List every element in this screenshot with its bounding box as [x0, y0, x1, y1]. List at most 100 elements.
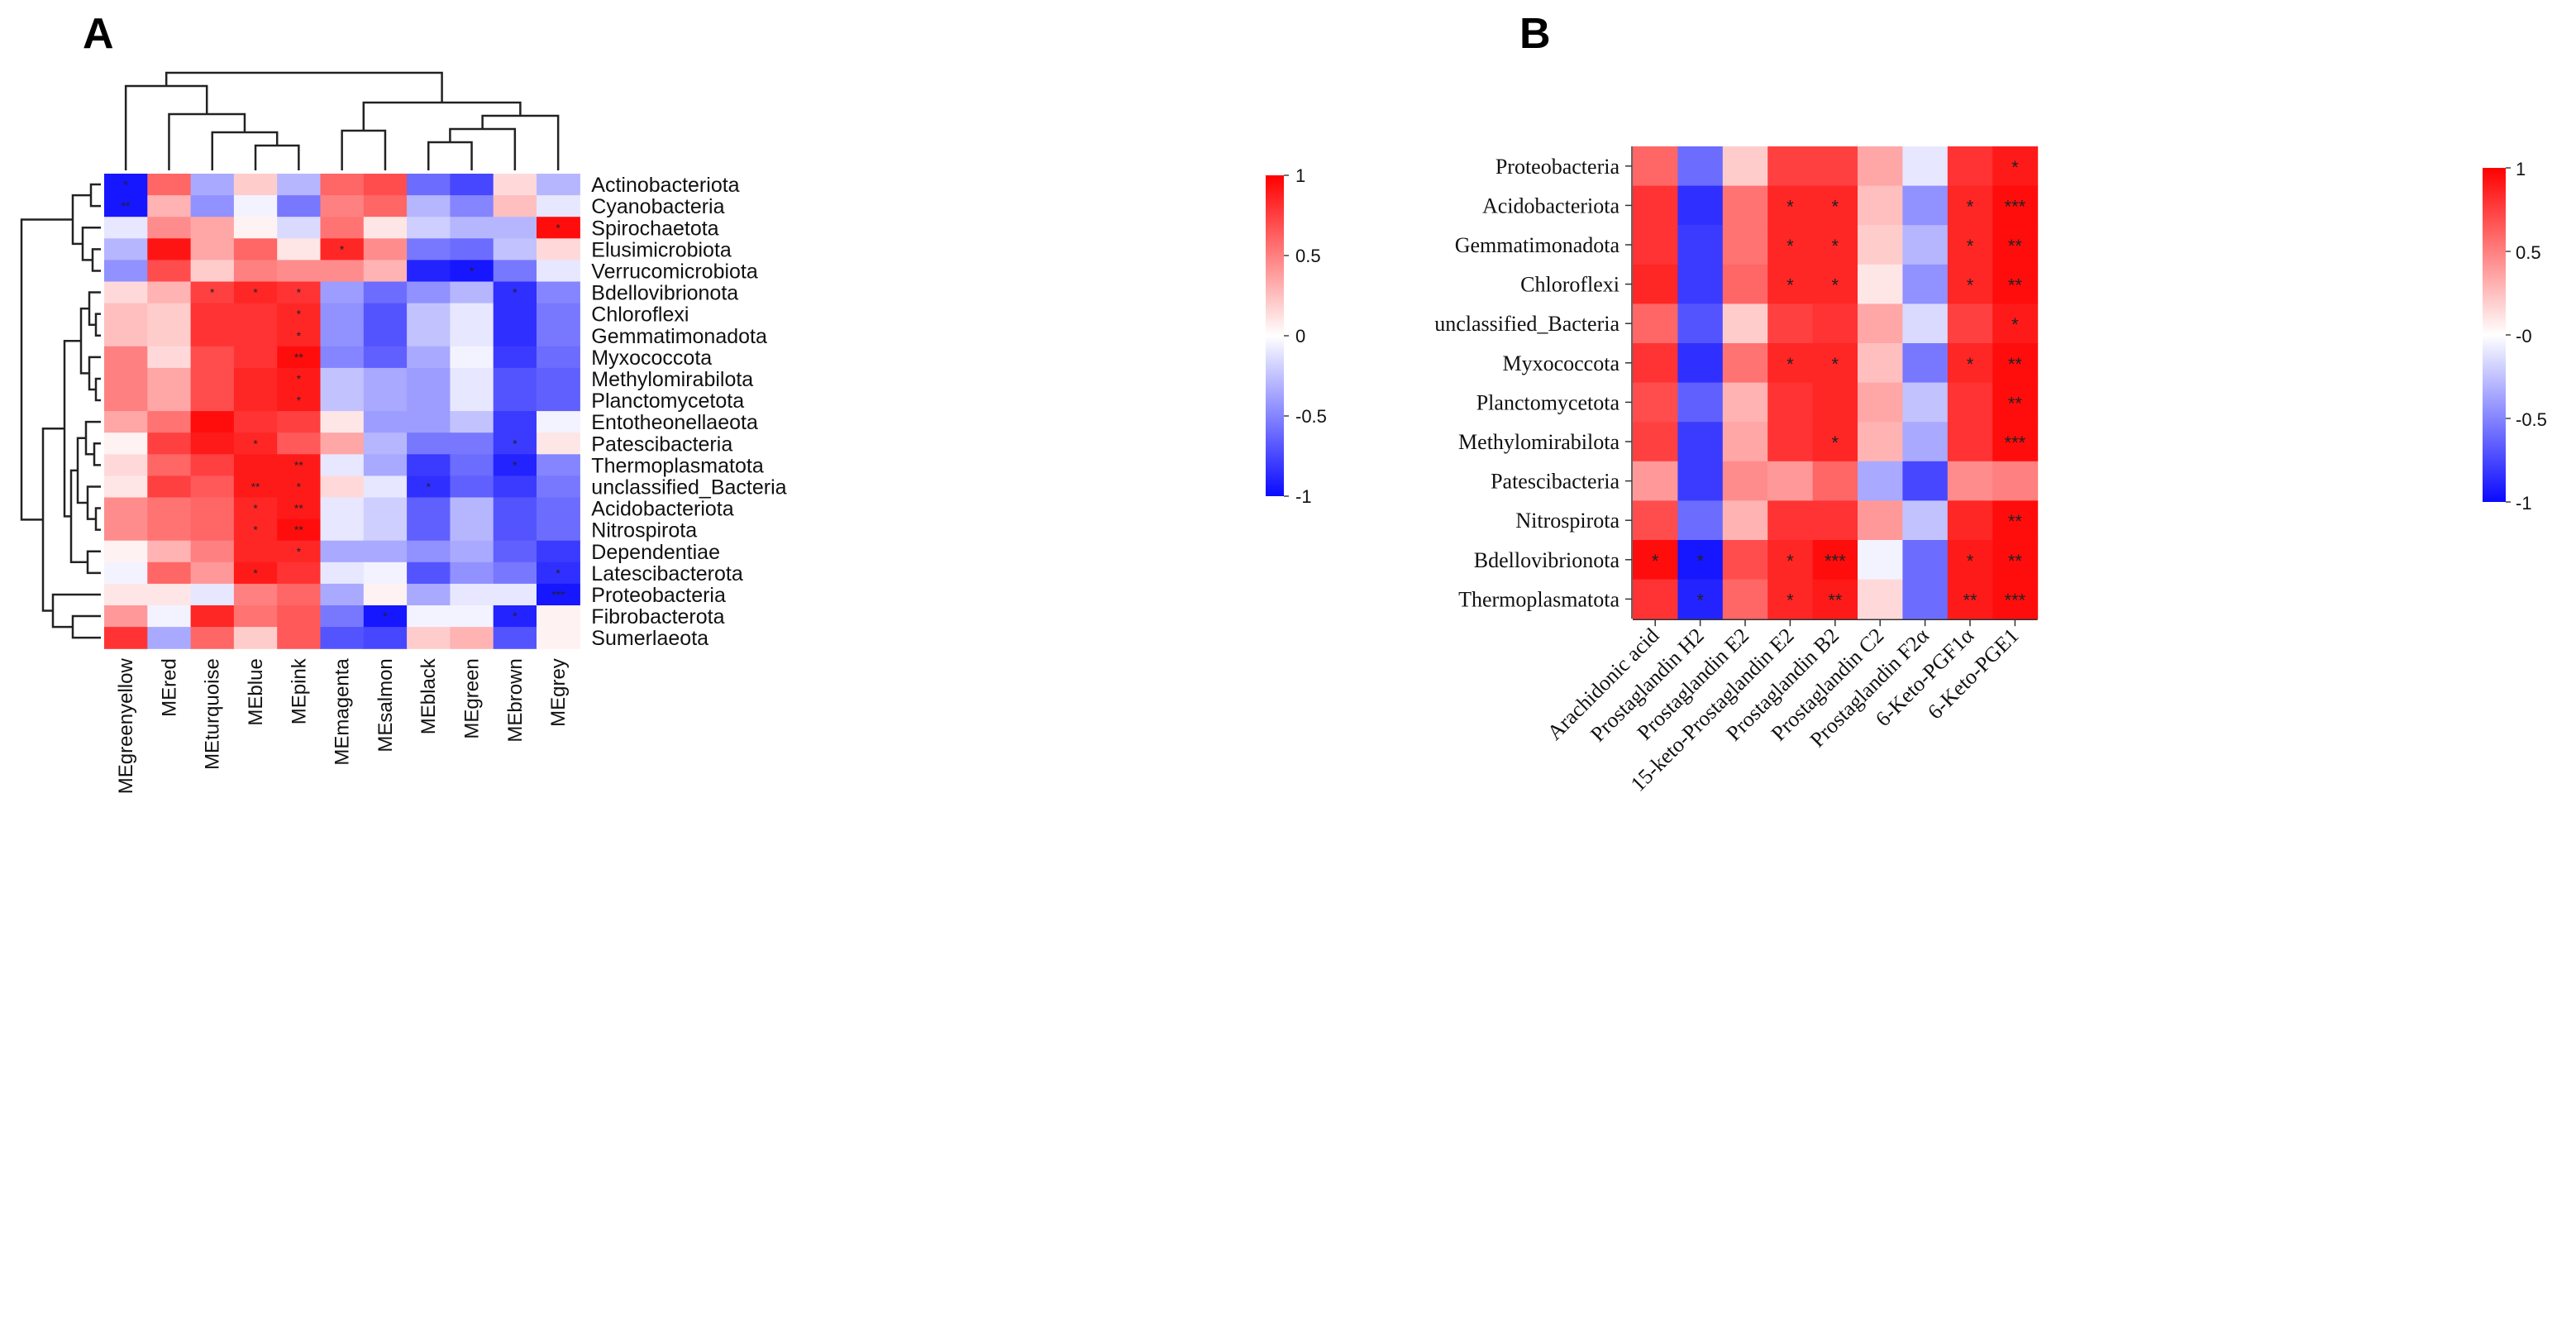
heatmap-a-cell: [407, 605, 451, 628]
heatmap-a-cell: [407, 519, 451, 542]
heatmap-b-cell: [1767, 540, 1814, 581]
heatmap-b-cell: [1767, 303, 1814, 344]
heatmap-a-cell: [363, 411, 408, 433]
heatmap-a-cell: [233, 519, 278, 542]
heatmap-a-cell: [363, 195, 408, 217]
heatmap-a-cell: [147, 605, 192, 628]
heatmap-b-significance: *: [1787, 354, 1794, 375]
dendrogram-link: [86, 550, 101, 575]
heatmap-b-significance: **: [1963, 590, 1977, 610]
heatmap-b-cell: [1633, 225, 1678, 265]
heatmap-a-cell: [233, 367, 278, 390]
heatmap-a-significance: *: [470, 264, 475, 277]
heatmap-b-cell: [1858, 146, 1903, 187]
heatmap-b-cell: [1947, 500, 1993, 541]
heatmap-b-cell: [1812, 500, 1858, 541]
heatmap-a-cell: [363, 260, 408, 283]
heatmap-a-cell: [320, 519, 365, 542]
heatmap-b-cell: [1812, 422, 1858, 462]
heatmap-a-cell: [493, 367, 537, 390]
heatmap-b-row-label: Planctomycetota: [1476, 390, 1620, 414]
heatmap-b-cell: [1677, 225, 1724, 265]
heatmap-a-cell: [320, 540, 365, 563]
heatmap-a-cell: [537, 562, 580, 585]
heatmap-b-row-label: Proteobacteria: [1496, 155, 1620, 179]
heatmap-a-significance: *: [427, 480, 432, 493]
heatmap-a-cell: [450, 476, 494, 499]
heatmap-a-significance: *: [210, 286, 215, 299]
heatmap-a-cell: [493, 260, 537, 283]
heatmap-a-significance: *: [297, 372, 302, 385]
heatmap-a-cell: [190, 540, 235, 563]
heatmap-b-cell: [1633, 422, 1678, 462]
heatmap-a-cell: [147, 174, 192, 196]
heatmap-b-significance: **: [1828, 590, 1843, 610]
heatmap-a-cell: [104, 195, 148, 217]
heatmap-a-cell: [493, 540, 537, 563]
heatmap-b-cell: [1902, 422, 1949, 462]
heatmap-a-cell: [320, 411, 365, 433]
heatmap-a-cell: [450, 238, 494, 260]
heatmap-a-cell: [493, 497, 537, 520]
heatmap-a-cell: [450, 540, 494, 563]
heatmap-a-cell: [407, 303, 451, 326]
heatmap-a-row-label: Acidobacteriota: [591, 498, 733, 521]
heatmap-a-cell: [320, 562, 365, 585]
heatmap-b-cell: [1722, 422, 1768, 462]
heatmap-a-cell: [537, 432, 580, 455]
heatmap-a-cell: [320, 324, 365, 347]
heatmap-b-row-label: Acidobacteriota: [1482, 194, 1620, 217]
heatmap-a-cell: [147, 303, 192, 326]
heatmap-b-cell: [1677, 264, 1724, 304]
heatmap-b-cell: [1633, 343, 1678, 384]
heatmap-b-row-label: unclassified_Bacteria: [1434, 312, 1620, 336]
heatmap-a-cell: [537, 303, 580, 326]
heatmap-a-cell: [537, 583, 580, 606]
heatmap-a-row-label: Sumerlaeota: [591, 627, 708, 650]
heatmap-b-significance: *: [1832, 432, 1839, 453]
colorbar-b-tick-label: -0.5: [2516, 409, 2547, 430]
heatmap-a-cell: [190, 411, 235, 433]
heatmap-a-cell: [493, 217, 537, 239]
heatmap-a-cell: [493, 454, 537, 476]
heatmap-a-cell: [407, 583, 451, 606]
heatmap-a-cell: [363, 281, 408, 304]
colorbar-b-tick-label: -1: [2516, 493, 2532, 514]
heatmap-a-cell: [104, 389, 148, 412]
heatmap-b-cell: [1767, 382, 1814, 423]
heatmap-a-cell: [277, 346, 322, 369]
heatmap-a-cell: [537, 476, 580, 499]
heatmap-a-column-label: MEgreen: [461, 658, 484, 738]
heatmap-a-row-label: Thermoplasmatota: [591, 454, 764, 477]
heatmap-a-cell: [233, 627, 278, 649]
heatmap-b-cell: [1947, 343, 1993, 384]
heatmap-b-significance: **: [2008, 236, 2023, 256]
heatmap-a-cell: [493, 174, 537, 196]
heatmap-a-cell: [407, 411, 451, 433]
panel-a-colorbar: 1 0.5 0 -0.5 -1: [1266, 165, 1327, 507]
heatmap-a-cell: [104, 519, 148, 542]
heatmap-b-cell: [1767, 461, 1814, 501]
heatmap-a-cell: [277, 605, 322, 628]
heatmap-a-cell: [147, 324, 192, 347]
heatmap-a-cell: [363, 476, 408, 499]
heatmap-b-cell: [1992, 343, 2039, 384]
heatmap-a-cell: [233, 174, 278, 196]
heatmap-a-cell: [233, 540, 278, 563]
heatmap-a-cell: [147, 367, 192, 390]
heatmap-a-cell: [147, 540, 192, 563]
heatmap-a-cell: [450, 324, 494, 347]
heatmap-a-row-label: Entotheonellaeota: [591, 411, 758, 434]
heatmap-b-significance: ***: [2005, 196, 2026, 217]
heatmap-b-cell: [1767, 343, 1814, 384]
heatmap-a-cell: [233, 303, 278, 326]
heatmap-a-significance: *: [513, 437, 518, 450]
heatmap-a-cell: [104, 217, 148, 239]
heatmap-a-significance: *: [297, 545, 302, 558]
heatmap-b-cell: [1633, 382, 1678, 423]
heatmap-a-cell: [407, 346, 451, 369]
heatmap-a-cell: [190, 281, 235, 304]
heatmap-a-cell: [190, 454, 235, 476]
heatmap-b-significance: **: [2008, 354, 2023, 375]
